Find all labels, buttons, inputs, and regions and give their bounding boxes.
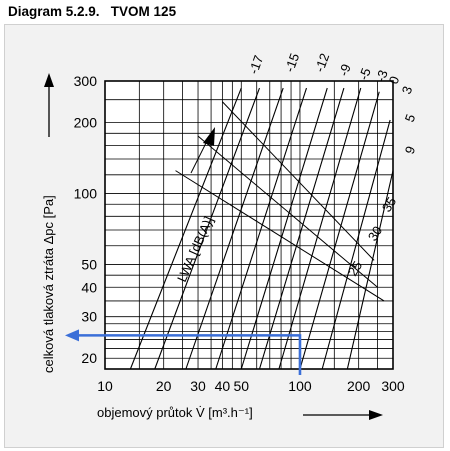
x-tick-label: 20 [156, 378, 172, 394]
x-tick-label: 200 [347, 378, 371, 394]
damper-line [240, 87, 328, 370]
damper-line [321, 119, 391, 370]
y-tick-label: 20 [81, 350, 97, 366]
x-tick-label: 40 [215, 378, 231, 394]
y-axis-label: celková tlaková ztráta Δpc [Pa] [41, 195, 56, 373]
damper-line [215, 87, 308, 370]
noise-level-label: 25 [345, 258, 365, 278]
y-tick-label: 200 [74, 115, 98, 131]
damper-line [129, 87, 242, 370]
damper-label: -3 [373, 68, 391, 84]
y-tick-label: 100 [74, 185, 98, 201]
damper-label: 0 [386, 74, 403, 86]
plot-border [104, 80, 394, 370]
damper-label: 5 [402, 112, 419, 124]
y-tick-label: 30 [81, 309, 97, 325]
example-path [77, 334, 302, 375]
damper-line [154, 87, 261, 370]
damper-label: -12 [312, 51, 333, 74]
noise-level-label: 35 [379, 194, 399, 214]
x-tick-label: 50 [233, 378, 249, 394]
chart-frame: -17 -15 -12 -9 -5 -3 0 3 5 9 25 30 35 LWA [dB(A)] 10 20… [4, 24, 444, 448]
damper-label: 3 [399, 84, 416, 96]
y-tick-label: 40 [81, 279, 97, 295]
damper-line [278, 87, 362, 370]
damper-label: -5 [356, 66, 374, 82]
damper-line [185, 87, 284, 370]
damper-line [299, 91, 380, 370]
noise-level-label: 30 [365, 223, 385, 243]
damper-line [346, 170, 394, 370]
x-tick-label: 10 [97, 378, 113, 394]
x-tick-label: 30 [190, 378, 206, 394]
y-axis-arrow-head [44, 73, 54, 87]
x-tick-label: 300 [381, 378, 405, 394]
page-title: Diagram 5.2.9. TVOM 125 [8, 4, 177, 19]
noise-arrow-head [203, 127, 215, 146]
y-tick-label: 50 [81, 256, 97, 272]
example-arrow-head [65, 329, 79, 342]
x-axis-arrow-head [369, 410, 383, 420]
damper-label: -17 [246, 53, 267, 76]
x-axis-label: objemový průtok V̇ [m³.h⁻¹] [97, 405, 253, 420]
x-tick-label: 100 [288, 378, 312, 394]
damper-label: -15 [282, 51, 303, 74]
y-tick-label: 300 [74, 73, 98, 89]
damper-label: -9 [336, 62, 354, 78]
damper-label: 9 [402, 144, 419, 156]
damper-line [258, 87, 345, 370]
noise-line [175, 170, 385, 302]
noise-line [197, 135, 378, 288]
